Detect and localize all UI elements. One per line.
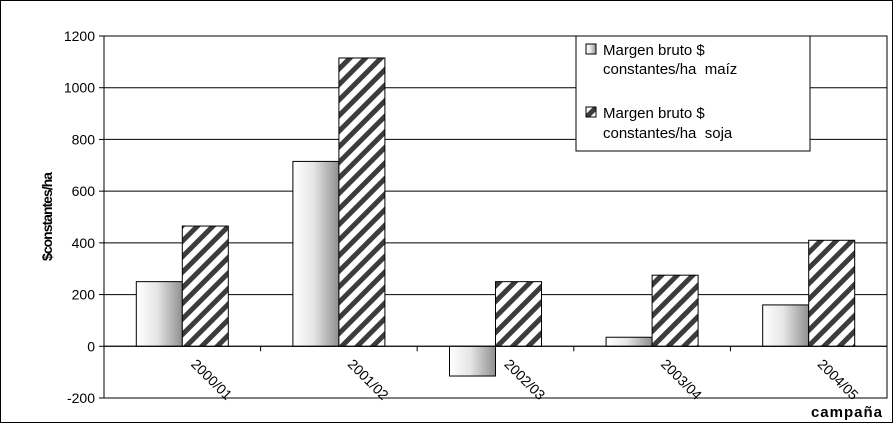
legend-swatch-maiz bbox=[585, 43, 597, 55]
y-axis-ticks: -200 0 200 400 600 800 1000 1200 bbox=[64, 28, 104, 406]
y-tick-label: 800 bbox=[72, 131, 96, 147]
y-tick-label: 200 bbox=[72, 287, 96, 303]
y-tick-label: 400 bbox=[72, 235, 96, 251]
y-tick-label: 1200 bbox=[64, 28, 95, 44]
y-axis-label: $constantes/ha bbox=[39, 172, 55, 261]
legend-label-maiz-line2: constantes/ha maíz bbox=[603, 61, 737, 78]
bar-soja-2003-04 bbox=[651, 274, 699, 347]
y-tick-label: 600 bbox=[72, 183, 96, 199]
y-tick-label: -200 bbox=[67, 390, 95, 406]
legend-label-soja-line2: constantes/ha soja bbox=[603, 125, 733, 142]
y-tick-label: 1000 bbox=[64, 80, 95, 96]
legend-swatch-soja bbox=[585, 106, 597, 118]
bar-soja-2000-01 bbox=[181, 225, 229, 347]
legend-label-maiz-line1: Margen bruto $ bbox=[603, 42, 705, 59]
bar-maiz-2004-05 bbox=[762, 304, 810, 347]
legend: Margen bruto $ constantes/ha maíz Margen… bbox=[575, 35, 811, 152]
bars bbox=[135, 57, 856, 377]
bar-soja-2001-02 bbox=[338, 57, 386, 347]
legend-box bbox=[575, 35, 811, 152]
bar-soja-2002-03 bbox=[495, 281, 542, 347]
legend-label-soja-line1: Margen bruto $ bbox=[603, 105, 705, 122]
x-axis-label: campaña bbox=[811, 404, 883, 421]
bar-soja-2004-05 bbox=[808, 239, 856, 347]
bar-maiz-2003-04 bbox=[605, 336, 653, 347]
y-tick-label: 0 bbox=[87, 338, 95, 354]
bar-maiz-2001-02 bbox=[292, 160, 340, 347]
bar-maiz-2002-03 bbox=[449, 345, 496, 377]
bar-maiz-2000-01 bbox=[135, 281, 183, 347]
